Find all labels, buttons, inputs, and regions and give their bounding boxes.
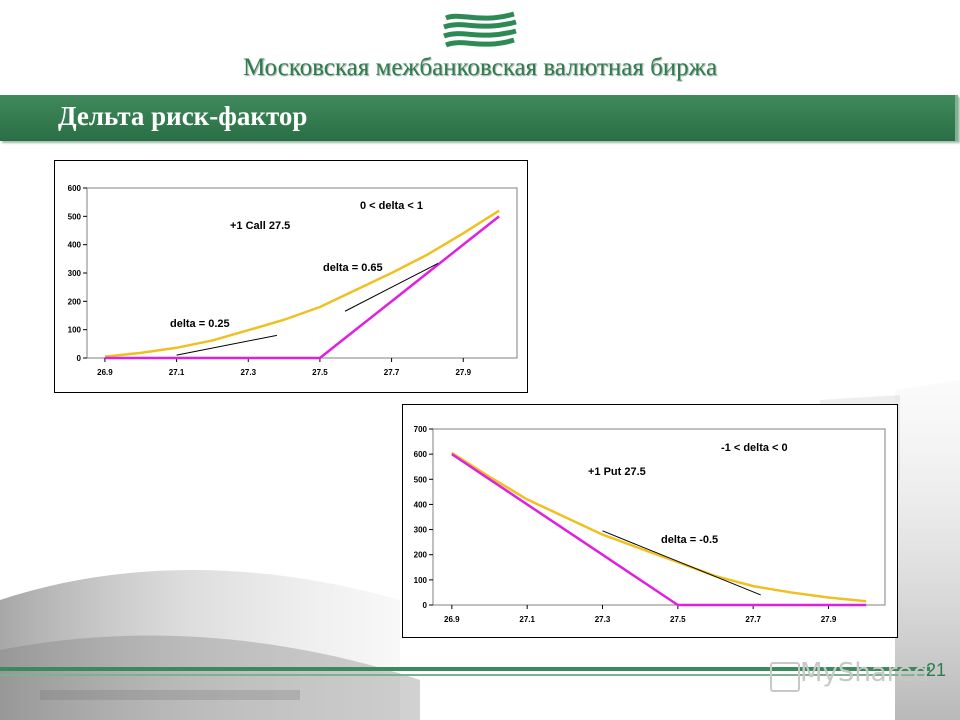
delta-tangent-line: [602, 530, 761, 596]
y-tick-label: 700: [414, 425, 428, 434]
option-value-line: [104, 209, 500, 358]
x-tick-label: 26.9: [444, 615, 460, 624]
y-tick-label: 100: [68, 326, 82, 335]
call-chart-svg: 0 100 200 300 400 500 600 26.9 27.1 27.3 27.5 27.7 2…: [68, 184, 518, 377]
put-option-chart: 0 100 200 300 400 500 600 700 26.9 27.1 27.3 27.5 27…: [402, 404, 898, 638]
y-tick-label: 0: [77, 354, 82, 363]
call-option-chart: 0 100 200 300 400 500 600 26.9 27.1 27.3 27.5 27.7 2…: [54, 160, 528, 393]
title-bar: Дельта риск-фактор: [0, 95, 958, 141]
watermark-icon: [770, 662, 800, 692]
x-tick-label: 27.3: [240, 368, 256, 377]
y-tick-label: 200: [68, 297, 82, 306]
x-tick-label: 27.9: [821, 615, 837, 624]
chart-annotation: delta = -0.5: [661, 534, 718, 546]
y-tick-label: 200: [414, 551, 428, 560]
organization-name: Московская межбанковская валютная биржа: [242, 54, 718, 81]
plot-area: [86, 187, 518, 359]
chart-annotation: delta = 0.25: [170, 318, 230, 330]
payoff-line: [451, 453, 867, 607]
watermark-text: MyShared: [800, 658, 930, 688]
x-tick-label: 27.3: [595, 615, 611, 624]
x-tick-label: 27.1: [519, 615, 535, 624]
y-tick-label: 500: [68, 212, 82, 221]
x-tick-label: 27.5: [312, 368, 328, 377]
plot-area: [432, 428, 886, 606]
chart-annotation: 0 < delta < 1: [360, 200, 423, 212]
y-tick-label: 300: [414, 526, 428, 535]
page-number: 21: [926, 660, 947, 680]
payoff-line: [104, 215, 500, 360]
x-tick-label: 26.9: [97, 368, 113, 377]
footer-rule-thin: [0, 674, 930, 676]
chart-annotation: delta = 0.65: [323, 262, 383, 274]
put-chart-svg: 0 100 200 300 400 500 600 700 26.9 27.1 27.3 27.5 27…: [414, 425, 886, 624]
chart-annotation: +1 Call 27.5: [230, 220, 290, 232]
x-tick-label: 27.7: [384, 368, 400, 377]
y-tick-label: 600: [414, 450, 428, 459]
option-value-line: [451, 451, 867, 603]
y-tick-label: 0: [423, 601, 428, 610]
y-tick-label: 400: [68, 241, 82, 250]
x-tick-label: 27.7: [745, 615, 761, 624]
x-tick-label: 27.5: [670, 615, 686, 624]
x-tick-label: 27.1: [169, 368, 185, 377]
y-tick-label: 400: [414, 500, 428, 509]
footer-rule: [0, 667, 930, 671]
chart-annotation: -1 < delta < 0: [721, 442, 788, 454]
y-tick-label: 100: [414, 576, 428, 585]
y-tick-label: 300: [68, 269, 82, 278]
y-tick-label: 600: [68, 184, 82, 193]
x-tick-label: 27.9: [455, 368, 471, 377]
delta-tangent-line: [176, 334, 278, 356]
y-tick-label: 500: [414, 475, 428, 484]
slide-title: Дельта риск-фактор: [58, 101, 308, 131]
micex-wave-logo-icon: [443, 11, 517, 48]
chart-annotation: +1 Put 27.5: [588, 466, 646, 478]
delta-tangent-line: [344, 262, 439, 312]
